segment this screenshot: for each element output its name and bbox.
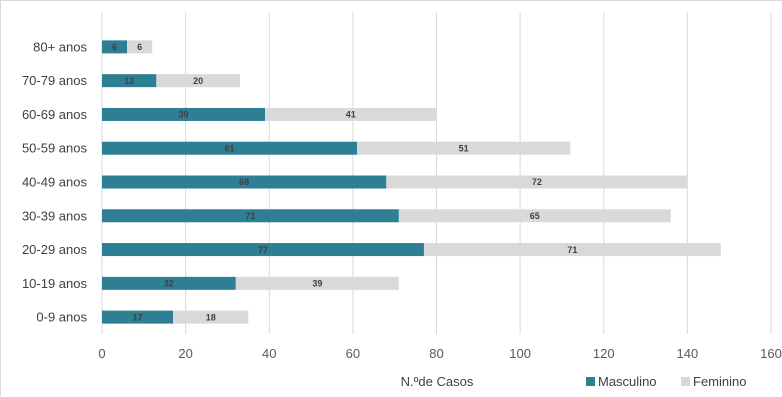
x-axis-title: N.ºde Casos [401, 374, 474, 389]
data-label: 72 [532, 177, 542, 187]
x-tick-labels: 0 20 40 60 80 100 120 140 160 [98, 346, 781, 361]
data-label: 77 [258, 245, 268, 255]
category-label: 50-59 anos [22, 141, 88, 156]
data-label: 41 [346, 110, 356, 120]
x-tick-label: 20 [178, 346, 192, 361]
bar-feminino [265, 107, 437, 121]
x-tick-label: 120 [593, 346, 615, 361]
bar-feminino [386, 175, 688, 189]
data-label: 6 [137, 42, 142, 52]
data-label: 18 [206, 312, 216, 322]
data-label: 61 [225, 143, 235, 153]
category-label: 0-9 anos [36, 310, 87, 325]
bar-feminino [423, 243, 721, 257]
bar-feminino [156, 74, 240, 88]
category-label: 40-49 anos [22, 175, 88, 190]
bar-feminino [127, 40, 153, 54]
x-tick-label: 40 [262, 346, 276, 361]
x-tick-label: 100 [509, 346, 531, 361]
data-label: 71 [567, 245, 577, 255]
data-label: 65 [530, 211, 540, 221]
x-tick-label: 60 [346, 346, 360, 361]
x-tick-label: 80 [429, 346, 443, 361]
category-label: 20-29 anos [22, 242, 88, 257]
bar-feminino [173, 310, 249, 324]
bar-masculino [102, 141, 358, 155]
data-label: 17 [133, 312, 143, 322]
bar-masculino [102, 276, 236, 290]
x-tick-label: 160 [760, 346, 782, 361]
category-label: 80+ anos [33, 39, 87, 54]
data-label: 71 [245, 211, 255, 221]
gridlines [101, 12, 772, 334]
bar-feminino [357, 141, 571, 155]
legend-swatch [586, 377, 595, 386]
category-label: 70-79 anos [22, 73, 88, 88]
bars: 17 18 32 39 77 71 71 65 68 72 61 51 39 41 13 20 6 6 [102, 40, 721, 324]
data-label: 39 [179, 110, 189, 120]
legend: Masculino Feminino [586, 374, 746, 389]
bar-masculino [102, 310, 174, 324]
bar-masculino [102, 74, 157, 88]
data-label: 20 [193, 76, 203, 86]
bar-feminino [398, 209, 671, 223]
bar-masculino [102, 40, 128, 54]
legend-label: Feminino [693, 374, 746, 389]
bar-masculino [102, 209, 399, 223]
bar-masculino [102, 175, 387, 189]
legend-swatch [681, 377, 690, 386]
data-label: 13 [124, 76, 134, 86]
bar-feminino [235, 276, 399, 290]
data-label: 6 [112, 42, 117, 52]
category-label: 60-69 anos [22, 107, 88, 122]
bar-masculino [102, 243, 424, 257]
category-label: 10-19 anos [22, 276, 88, 291]
data-label: 32 [164, 279, 174, 289]
bar-masculino [102, 107, 266, 121]
x-tick-label: 140 [677, 346, 699, 361]
data-label: 39 [312, 279, 322, 289]
category-label: 30-39 anos [22, 208, 88, 223]
data-label: 68 [239, 177, 249, 187]
data-label: 51 [459, 143, 469, 153]
legend-label: Masculino [598, 374, 657, 389]
x-tick-label: 0 [98, 346, 105, 361]
category-labels: 0-9 anos 10-19 anos 20-29 anos 30-39 anos 40… [22, 39, 88, 324]
